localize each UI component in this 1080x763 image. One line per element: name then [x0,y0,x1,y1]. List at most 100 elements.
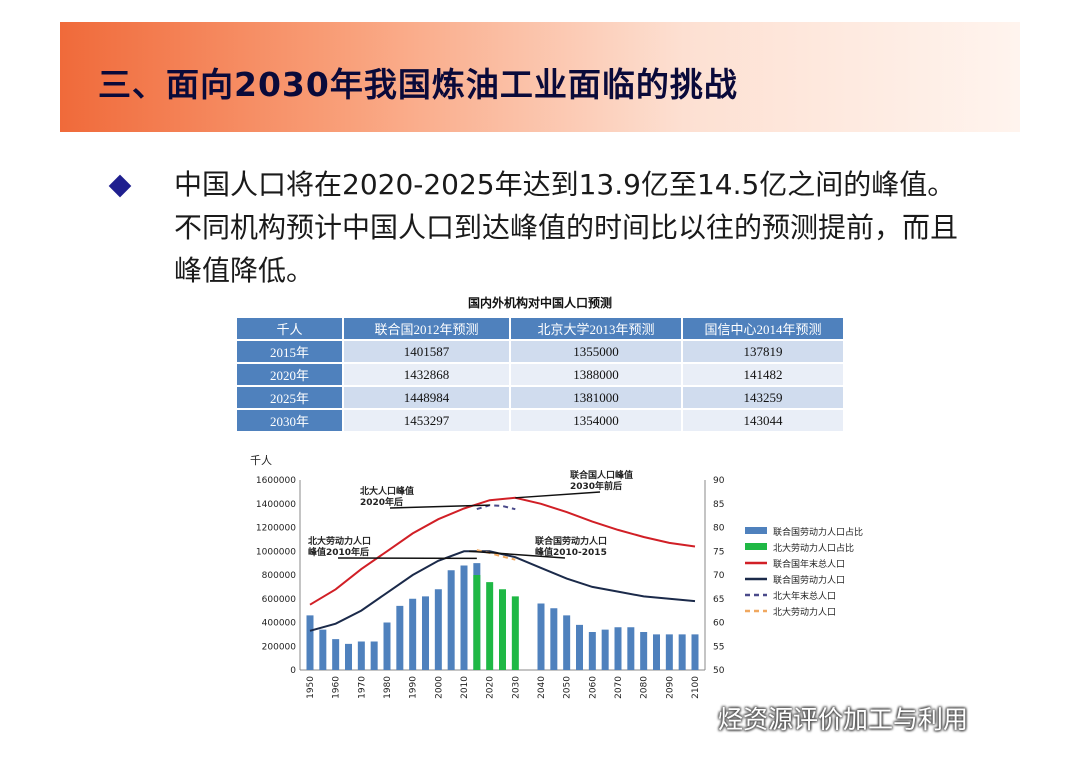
bar [691,634,699,670]
bar [678,634,686,670]
bar [601,629,609,670]
table-cell: 1448984 [344,387,509,408]
row-year: 2030年 [237,410,342,431]
y-tick-label: 600000 [262,595,297,605]
y-tick-label: 1000000 [256,547,296,557]
y2-tick-label: 60 [713,619,725,629]
bar [537,603,545,670]
y-tick-label: 1600000 [256,476,296,486]
legend-swatch [745,527,767,534]
bar [460,565,468,670]
population-forecast-table: 千人 联合国2012年预测 北京大学2013年预测 国信中心2014年预测 20… [235,316,845,433]
table-cell: 1388000 [511,364,681,385]
bar [473,575,481,670]
x-tick-label: 1950 [306,676,316,699]
legend-label: 北大劳动力人口 [773,606,836,618]
table-cell: 1432868 [344,364,509,385]
y-tick-label: 800000 [262,571,297,581]
table-cell: 141482 [683,364,843,385]
row-year: 2015年 [237,341,342,362]
bar [640,632,648,670]
y-tick-label: 0 [290,666,296,676]
x-tick-label: 2050 [563,676,573,699]
annotation-arrow [469,550,566,559]
table-header-row: 千人 联合国2012年预测 北京大学2013年预测 国信中心2014年预测 [237,318,843,339]
bar [383,622,391,670]
bar [486,582,494,670]
bar [627,627,635,670]
table-header-cell: 千人 [237,318,342,339]
bar [409,598,417,670]
y2-tick-label: 90 [713,476,725,486]
row-year: 2020年 [237,364,342,385]
bar [319,629,327,670]
table-header-cell: 国信中心2014年预测 [683,318,843,339]
bar [345,643,352,670]
bar [665,634,673,670]
annotation-text: 北大人口峰值 [360,485,414,497]
bar [422,596,429,670]
bar [614,627,622,670]
legend-label: 联合国年末总人口 [773,558,845,570]
table-title: 国内外机构对中国人口预测 [467,296,612,310]
table-cell: 137819 [683,341,843,362]
bar [550,608,558,670]
table-cell: 1401587 [344,341,509,362]
y-tick-label: 400000 [262,619,297,629]
bar [588,632,596,670]
y-tick-label: 200000 [262,642,297,652]
y2-tick-label: 65 [713,595,724,605]
x-tick-label: 2030 [511,676,521,699]
table-cell: 1354000 [511,410,681,431]
y-axis-label: 千人 [250,454,272,467]
table-header-cell: 北京大学2013年预测 [511,318,681,339]
y-tick-label: 1200000 [256,524,296,534]
series-line [476,549,516,561]
watermark-text: 烃资源评价加工与利用 [718,705,969,734]
series-line [309,496,696,606]
bar [653,634,660,670]
series-line [476,504,516,511]
row-year: 2025年 [237,387,342,408]
bar [511,596,519,670]
y2-tick-label: 70 [713,571,725,581]
legend-label: 联合国劳动力人口 [773,574,845,586]
x-tick-label: 1990 [409,676,419,699]
x-tick-label: 2010 [460,676,470,699]
x-tick-label: 1960 [332,676,342,699]
bullet-text: 中国人口将在2020-2025年达到13.9亿至14.5亿之间的峰值。不同机构预… [174,168,959,287]
bar [396,605,404,670]
x-tick-label: 2100 [691,676,701,699]
bar [306,615,314,670]
table-cell: 1381000 [511,387,681,408]
annotation-text: 2030年前后 [570,480,622,492]
bar [447,570,455,670]
y2-tick-label: 85 [713,500,724,510]
annotation-text: 联合国劳动力人口 [535,535,607,547]
annotation-text: 2020年后 [360,496,403,508]
table-row: 2025年 1448984 1381000 143259 [237,387,843,408]
bar [434,589,442,670]
x-tick-label: 2000 [434,676,444,699]
population-chart: 千人 0 200000 400000 600000 800000 1000000 120000… [250,454,863,699]
x-tick-label: 2020 [486,676,496,699]
y-tick-label: 1400000 [256,500,296,510]
table-row: 2030年 1453297 1354000 143044 [237,410,843,431]
annotation-text: 北大劳动力人口 [308,535,371,547]
title-banner [60,22,1020,132]
annotation-text: 峰值2010-2015 [535,546,607,558]
bar [563,615,571,670]
x-tick-label: 2060 [588,676,598,699]
legend-label: 联合国劳动力人口占比 [773,526,863,538]
table-header-cell: 联合国2012年预测 [344,318,509,339]
annotation-arrow [515,491,601,499]
table-row: 2020年 1432868 1388000 141482 [237,364,843,385]
table-cell: 1355000 [511,341,681,362]
y2-tick-label: 50 [713,666,725,676]
slide-title: 三、面向2030年我国炼油工业面临的挑战 [98,65,738,104]
x-tick-label: 1980 [383,676,393,699]
legend-label: 北大劳动力人口占比 [773,542,854,554]
y2-tick-label: 80 [713,524,725,534]
x-tick-label: 2090 [665,676,675,699]
annotation-text: 峰值2010年后 [308,546,369,558]
